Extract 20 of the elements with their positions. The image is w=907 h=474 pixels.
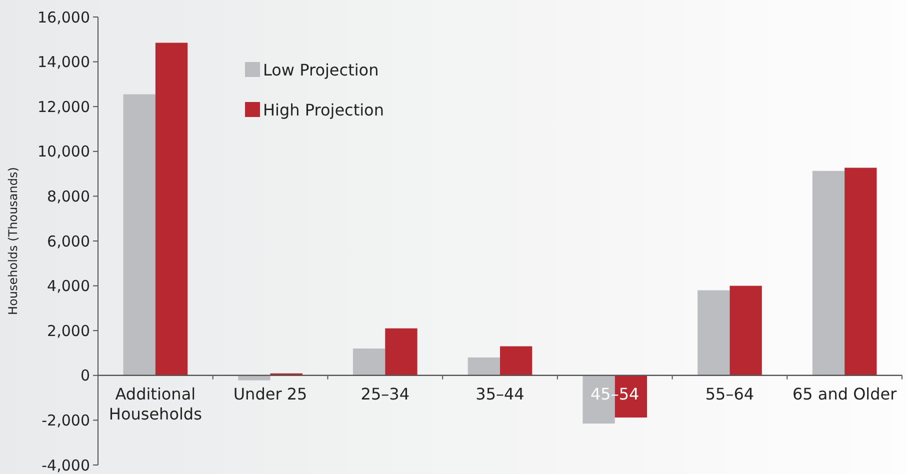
- y-tick-label: 10,000: [38, 142, 90, 161]
- legend-label: High Projection: [263, 100, 384, 120]
- x-tick-label: 55–64: [705, 384, 754, 404]
- y-tick-label: 14,000: [38, 53, 90, 72]
- legend-label: Low Projection: [263, 60, 379, 80]
- y-tick-label: 8,000: [47, 187, 90, 206]
- x-tick-label: Additional Households: [108, 384, 202, 424]
- x-tick-label: 65 and Older: [792, 384, 898, 404]
- y-tick-label: 16,000: [38, 8, 90, 26]
- y-tick-label: 6,000: [47, 232, 90, 250]
- y-tick-label: 0: [80, 366, 90, 385]
- y-tick-label: 12,000: [38, 98, 90, 116]
- x-tick-label: 25–34: [360, 384, 410, 404]
- y-tick-label: 2,000: [47, 322, 90, 340]
- y-tick-label: -2,000: [42, 411, 90, 430]
- y-tick-label: -4,000: [42, 456, 90, 474]
- x-tick-label: Under 25: [233, 384, 308, 404]
- x-tick-label: 35–44: [476, 384, 524, 404]
- y-axis-title: Households (Thousands): [6, 167, 20, 315]
- y-tick-label: 4,000: [47, 277, 90, 296]
